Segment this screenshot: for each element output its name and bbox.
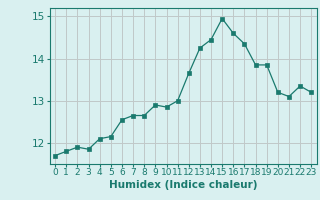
X-axis label: Humidex (Indice chaleur): Humidex (Indice chaleur)	[109, 180, 258, 190]
